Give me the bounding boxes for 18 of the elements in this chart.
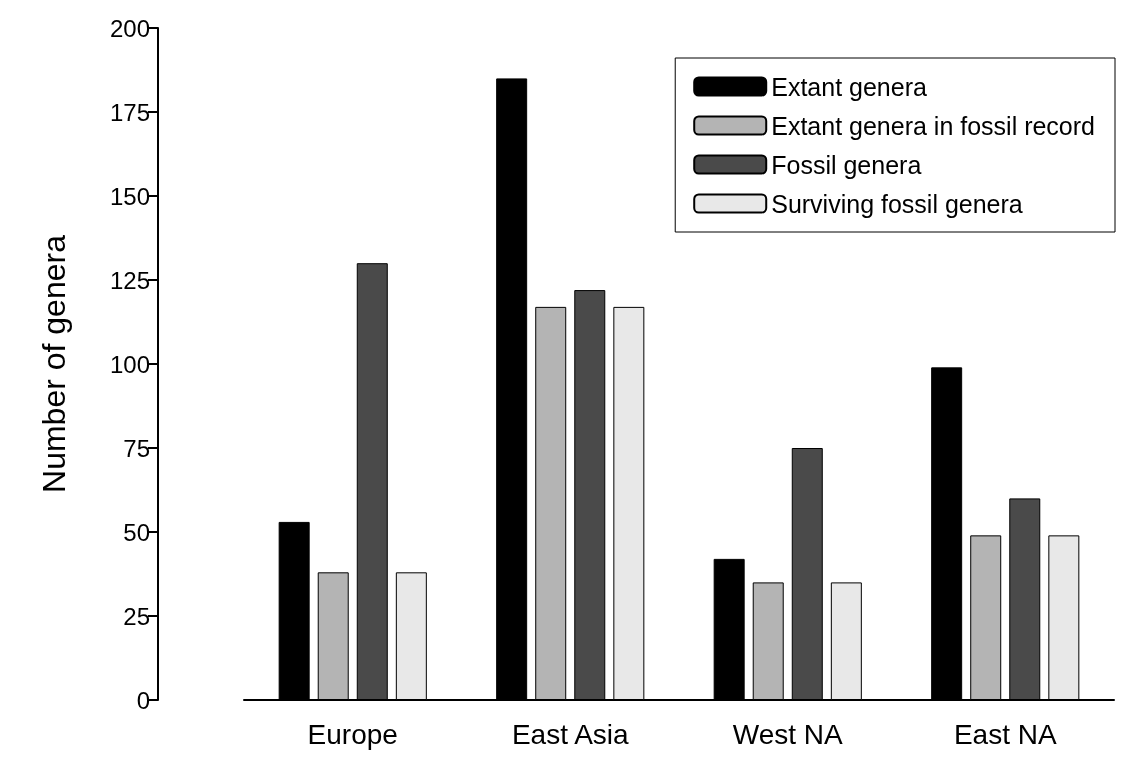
x-tick-label: East NA — [953, 718, 1057, 750]
y-tick-label: 0 — [136, 686, 150, 714]
y-tick-label: 150 — [109, 182, 150, 210]
legend-label: Extant genera in fossil record — [771, 111, 1095, 140]
y-tick-label: 175 — [109, 98, 150, 126]
y-tick-label: 25 — [123, 602, 150, 630]
legend-label: Fossil genera — [771, 150, 922, 179]
x-tick-label: East Asia — [511, 718, 630, 750]
y-axis-title: Number of genera — [36, 234, 72, 493]
x-tick-label: Europe — [307, 718, 398, 750]
x-tick-label: West NA — [732, 718, 844, 750]
y-tick-label: 125 — [109, 266, 150, 294]
y-tick-label: 200 — [109, 14, 150, 42]
legend-label: Extant genera — [771, 72, 927, 101]
y-tick-label: 50 — [123, 518, 150, 546]
y-tick-label: 100 — [109, 350, 150, 378]
legend-label: Surviving fossil genera — [771, 189, 1023, 218]
y-tick-label: 75 — [123, 434, 150, 462]
